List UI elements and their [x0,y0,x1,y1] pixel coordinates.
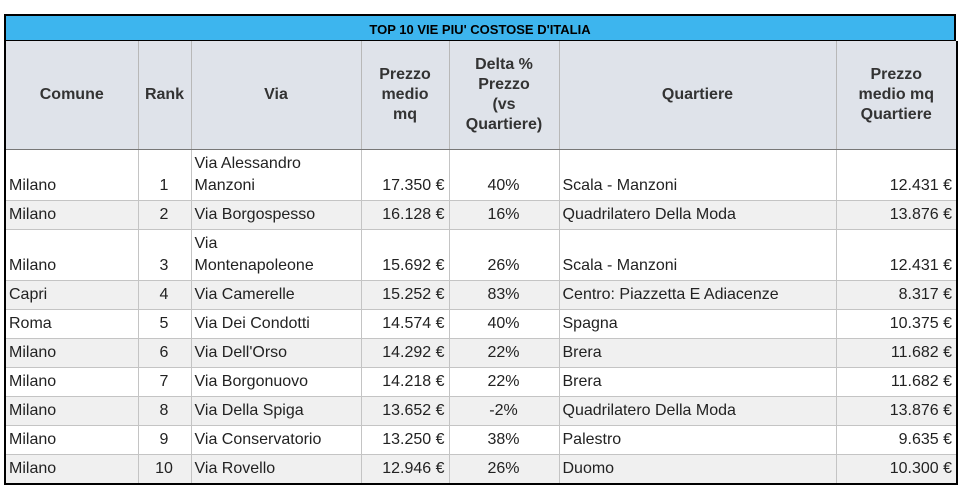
table-cell: 13.652 € [361,396,450,426]
table-cell: Via Borgospesso [191,200,362,230]
table-cell: 13.876 € [836,396,958,426]
table-cell: 16.128 € [361,200,450,230]
table-cell: Milano [5,149,139,201]
table-cell: 5 [138,309,192,339]
table-cell: Via Dei Condotti [191,309,362,339]
table-cell: Quadrilatero Della Moda [559,396,837,426]
table-cell: 22% [449,338,560,368]
table-cell: 2 [138,200,192,230]
table-row: Capri 4 Via Camerelle 15.252 €83% Centro: Pi… [5,280,958,310]
table-cell: Milano [5,200,139,230]
table-cell: 15.252 € [361,280,450,310]
table-cell: 10 [138,454,192,485]
table-cell: Brera [559,367,837,397]
table-cell: 14.218 € [361,367,450,397]
table-cell: 9 [138,425,192,455]
column-header: Via [191,41,362,150]
table-cell: Via Della Spiga [191,396,362,426]
table-cell: 40% [449,149,560,201]
table-row: Milano 3 Via Montenapoleone 15.692 €26% Scal… [5,229,958,281]
table-cell: 12.431 € [836,229,958,281]
table-cell: Centro: Piazzetta E Adiacenze [559,280,837,310]
table-cell: Via Borgonuovo [191,367,362,397]
table-cell: Spagna [559,309,837,339]
table-cell: Palestro [559,425,837,455]
table-cell: Roma [5,309,139,339]
table-row: Milano 1 Via Alessandro Manzoni 17.350 €40%… [5,149,958,201]
table-cell: Via Rovello [191,454,362,485]
table-cell: 12.431 € [836,149,958,201]
table-cell: 11.682 € [836,338,958,368]
table-cell: Scala - Manzoni [559,229,837,281]
column-header: Quartiere [559,41,837,150]
table-cell: 3 [138,229,192,281]
table-cell: Capri [5,280,139,310]
table-cell: Milano [5,367,139,397]
table-cell: -2% [449,396,560,426]
table-cell: 10.375 € [836,309,958,339]
table-cell: 16% [449,200,560,230]
column-header: Prezzo medio mq Quartiere [836,41,958,150]
table-cell: Milano [5,396,139,426]
table-cell: Via Conservatorio [191,425,362,455]
table-cell: Quadrilatero Della Moda [559,200,837,230]
table-cell: 17.350 € [361,149,450,201]
table-row: Milano 7 Via Borgonuovo 14.218 €22% Brera 11.… [5,367,958,397]
table-title: TOP 10 VIE PIU' COSTOSE D'ITALIA [4,14,956,41]
table-row: Milano 8 Via Della Spiga 13.652 € -2% Quadril… [5,396,958,426]
table-cell: 13.876 € [836,200,958,230]
table-cell: 40% [449,309,560,339]
table-cell: 9.635 € [836,425,958,455]
table-cell: 14.292 € [361,338,450,368]
table-cell: 26% [449,229,560,281]
table-cell: Milano [5,229,139,281]
table-cell: Via Alessandro Manzoni [191,149,362,201]
table-cell: Duomo [559,454,837,485]
table-head: Comune Rank Via Prezzo medio mq Delta % Prez… [5,41,958,150]
column-header: Delta % Prezzo (vs Quartiere) [449,41,560,150]
table-cell: Brera [559,338,837,368]
table-cell: Via Montenapoleone [191,229,362,281]
table-cell: Via Camerelle [191,280,362,310]
table-cell: 1 [138,149,192,201]
table-cell: 26% [449,454,560,485]
table-cell: 83% [449,280,560,310]
table-body: Milano 1 Via Alessandro Manzoni 17.350 €40%… [5,149,958,485]
table-container: TOP 10 VIE PIU' COSTOSE D'ITALIA Comune R… [4,14,958,485]
table-cell: Via Dell'Orso [191,338,362,368]
column-header: Comune [5,41,139,150]
table-cell: 38% [449,425,560,455]
table-cell: Scala - Manzoni [559,149,837,201]
table-cell: 14.574 € [361,309,450,339]
table-cell: 15.692 € [361,229,450,281]
table-cell: 22% [449,367,560,397]
table-row: Milano 6 Via Dell'Orso 14.292 €22% Brera 11.6… [5,338,958,368]
column-header: Prezzo medio mq [361,41,450,150]
header-row: Comune Rank Via Prezzo medio mq Delta % Prez… [5,41,958,150]
table-cell: 11.682 € [836,367,958,397]
table-cell: Milano [5,338,139,368]
table-cell: 6 [138,338,192,368]
table-cell: 8 [138,396,192,426]
table-cell: 8.317 € [836,280,958,310]
data-table: Comune Rank Via Prezzo medio mq Delta % Prez… [4,41,958,485]
table-row: Milano 10 Via Rovello 12.946 €26% Duomo 10.30… [5,454,958,485]
column-header: Rank [138,41,192,150]
table-cell: 4 [138,280,192,310]
table-row: Roma 5 Via Dei Condotti 14.574 €40% Spagna 10… [5,309,958,339]
table-cell: Milano [5,454,139,485]
table-row: Milano 9 Via Conservatorio 13.250 €38% Pales… [5,425,958,455]
table-cell: 12.946 € [361,454,450,485]
table-row: Milano 2 Via Borgospesso 16.128 €16% Quadril… [5,200,958,230]
table-cell: 7 [138,367,192,397]
table-cell: 13.250 € [361,425,450,455]
table-cell: 10.300 € [836,454,958,485]
table-cell: Milano [5,425,139,455]
